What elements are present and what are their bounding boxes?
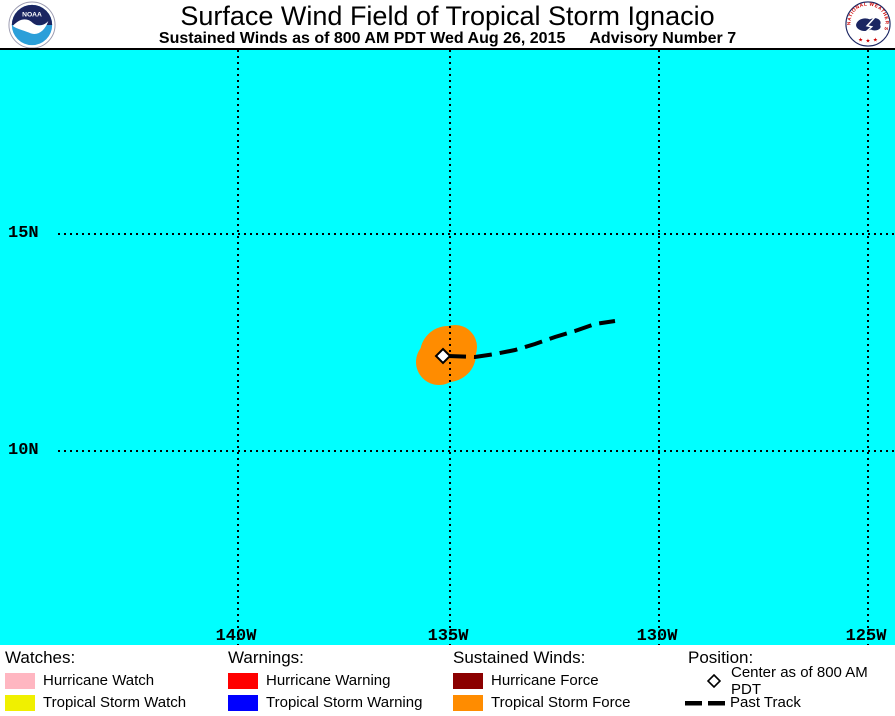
tropical-storm-warning-swatch bbox=[228, 694, 258, 711]
hurricane-watch-swatch bbox=[5, 672, 35, 689]
legend-warnings: Warnings: Hurricane Warning Tropical Sto… bbox=[228, 649, 422, 716]
lon-label-130W: 130W bbox=[636, 627, 678, 646]
legend-position-title: Position: bbox=[688, 648, 754, 667]
tropical-storm-force-swatch bbox=[453, 694, 483, 711]
legend-item-label: Hurricane Force bbox=[491, 672, 599, 689]
legend-item-label: Tropical Storm Watch bbox=[43, 694, 187, 711]
header: NOAA Surface Wind Field of Tropical Stor… bbox=[0, 0, 895, 49]
hurricane-force-swatch bbox=[453, 672, 483, 689]
legend-item-label: Hurricane Warning bbox=[266, 672, 391, 689]
legend-item-hurricane-warning: Hurricane Warning bbox=[228, 672, 422, 689]
hurricane-warning-swatch bbox=[228, 672, 258, 689]
legend-watches-title: Watches: bbox=[5, 648, 76, 667]
legend-item-label: Center as of 800 AM PDT bbox=[731, 663, 868, 698]
subtitle: Sustained Winds as of 800 AM PDT Wed Aug… bbox=[0, 30, 895, 47]
past-track-line bbox=[447, 319, 616, 360]
past-track-dash-icon bbox=[685, 699, 727, 707]
legend-item-past-track: Past Track bbox=[685, 694, 895, 711]
legend-position: Position: Center as of 800 AM PDT Past T… bbox=[685, 648, 895, 716]
legend-warnings-title: Warnings: bbox=[228, 648, 304, 667]
legend-item-label: Past Track bbox=[730, 694, 801, 711]
legend-item-hurricane-force: Hurricane Force bbox=[453, 672, 630, 689]
page-title: Surface Wind Field of Tropical Storm Ign… bbox=[180, 1, 715, 31]
subtitle-date: Sustained Winds as of 800 AM PDT Wed Aug… bbox=[158, 30, 566, 47]
lat-label-10N: 10N bbox=[8, 441, 39, 460]
center-diamond-icon bbox=[707, 673, 721, 688]
noaa-logo-text: NOAA bbox=[22, 11, 42, 18]
nws-star: ★ bbox=[858, 36, 863, 43]
nws-logo-icon: NATIONAL WEATHER SERVICE ★ ★ ★ bbox=[845, 1, 891, 47]
legend-item-storm-center: Center as of 800 AM PDT bbox=[688, 664, 895, 698]
legend-item-label: Hurricane Watch bbox=[43, 672, 155, 689]
nws-star: ★ bbox=[873, 36, 878, 43]
nws-lightning-bolt bbox=[862, 15, 877, 35]
lon-label-135W: 135W bbox=[427, 627, 469, 646]
lat-label-15N: 15N bbox=[8, 224, 39, 243]
legend-item-label: Tropical Storm Warning bbox=[266, 694, 423, 711]
lon-label-125W: 125W bbox=[845, 627, 887, 646]
noaa-logo-icon: NOAA bbox=[8, 1, 56, 49]
lon-label-140W: 140W bbox=[215, 627, 257, 646]
legend-item-tropical-storm-warning: Tropical Storm Warning bbox=[228, 694, 422, 711]
storm-center-marker bbox=[434, 347, 452, 365]
wind-field-map: 15N 10N 140W 135W 130W 125W bbox=[0, 48, 895, 645]
nws-star: ★ bbox=[866, 37, 871, 44]
legend-sustained-winds-title: Sustained Winds: bbox=[453, 648, 586, 667]
legend: Watches: Hurricane Watch Tropical Storm … bbox=[0, 645, 895, 716]
legend-sustained-winds: Sustained Winds: Hurricane Force Tropica… bbox=[453, 649, 630, 716]
legend-item-tropical-storm-watch: Tropical Storm Watch bbox=[5, 694, 186, 711]
legend-item-hurricane-watch: Hurricane Watch bbox=[5, 672, 186, 689]
tropical-storm-watch-swatch bbox=[5, 694, 35, 711]
map-canvas bbox=[58, 50, 895, 645]
legend-watches: Watches: Hurricane Watch Tropical Storm … bbox=[5, 649, 186, 716]
title-block: Surface Wind Field of Tropical Storm Ign… bbox=[0, 0, 895, 47]
legend-item-label: Tropical Storm Force bbox=[491, 694, 631, 711]
legend-item-tropical-storm-force: Tropical Storm Force bbox=[453, 694, 630, 711]
subtitle-advisory: Advisory Number 7 bbox=[589, 30, 737, 47]
